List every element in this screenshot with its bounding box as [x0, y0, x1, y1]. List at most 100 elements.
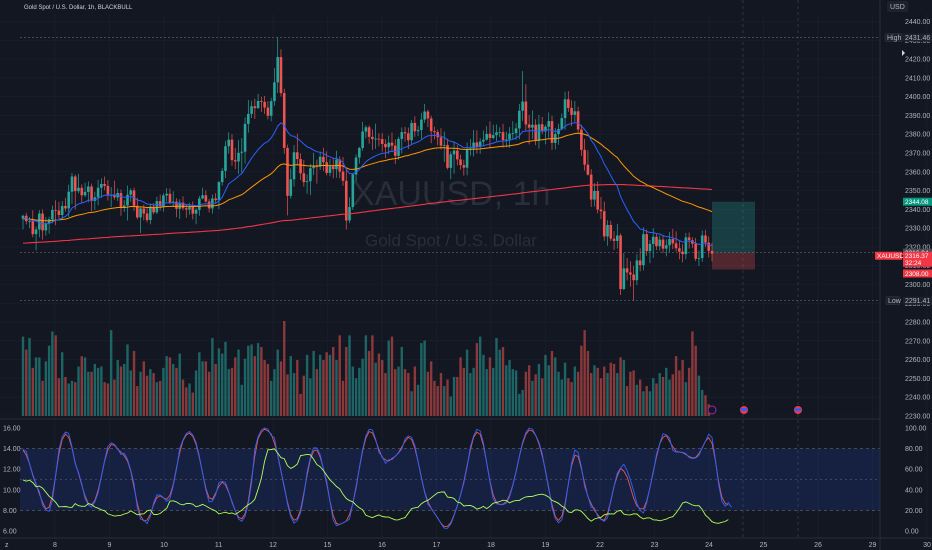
volume-bar: [60, 352, 64, 416]
candle: [612, 238, 616, 241]
candle: [380, 139, 384, 144]
volume-bar: [475, 343, 479, 416]
osc-left-tick: 10.00: [3, 487, 21, 494]
volume-bar: [34, 357, 38, 416]
candle: [73, 176, 77, 192]
volume-bar: [178, 353, 181, 416]
volume-bar: [449, 396, 452, 416]
candle: [442, 144, 446, 146]
volume-bar: [511, 369, 515, 416]
volume-bar: [191, 392, 195, 416]
volume-bar: [367, 350, 371, 416]
candle: [83, 191, 87, 196]
osc-right-tick: 0.00: [905, 529, 919, 536]
volume-bar: [28, 337, 31, 416]
volume-bar: [348, 335, 351, 416]
volume-bar: [465, 349, 469, 416]
volume-bar: [704, 395, 707, 416]
candle: [250, 106, 253, 114]
candle: [269, 101, 273, 116]
volume-bar: [638, 379, 642, 416]
volume-bar: [521, 389, 524, 416]
candle: [416, 130, 420, 132]
volume-bar: [534, 374, 537, 416]
volume-bar: [204, 361, 208, 416]
volume-bar: [586, 350, 590, 416]
candle: [194, 209, 198, 214]
candle: [563, 99, 567, 119]
ema-mid-line: [22, 132, 713, 222]
candle: [596, 190, 600, 210]
candle: [309, 168, 312, 182]
candle: [103, 184, 106, 186]
candle: [602, 211, 606, 237]
volume-bar: [452, 376, 456, 416]
candle: [397, 138, 400, 156]
timezone-icon[interactable]: z: [5, 542, 9, 549]
candle: [282, 93, 286, 148]
volume-bar: [423, 340, 426, 416]
volume-bar: [380, 360, 384, 416]
candle: [537, 124, 541, 141]
candle: [390, 142, 394, 146]
volume-bar: [589, 373, 593, 416]
currency-button[interactable]: [887, 1, 908, 12]
price-tick: 2340.00: [905, 207, 930, 214]
candle: [478, 141, 482, 147]
candle: [351, 174, 355, 208]
candle: [44, 223, 48, 231]
svg-text:2344.08: 2344.08: [905, 199, 929, 206]
candle: [155, 201, 159, 213]
candle: [51, 209, 54, 220]
time-axis[interactable]: 8 9 10 11 12 15 16 17 18 19 22 23 24 25 26 29 30: [53, 542, 931, 549]
volume-bar: [283, 321, 286, 416]
candle: [171, 201, 175, 203]
volume-bar: [462, 367, 466, 416]
volume-bar: [155, 382, 159, 416]
volume-bar: [299, 393, 302, 416]
position-loss-zone[interactable]: [712, 252, 755, 270]
candle: [393, 145, 397, 156]
volume-bar: [433, 380, 436, 416]
volume-bar: [488, 357, 492, 416]
volume-bar: [253, 356, 257, 416]
cursor-arrow-icon: [902, 50, 905, 56]
volume-bar: [671, 374, 675, 416]
candle: [289, 179, 293, 196]
volume-bar: [661, 376, 665, 416]
volume-bar: [113, 379, 116, 416]
osc-right-tick: 100.00: [905, 426, 927, 433]
volume-bar: [109, 330, 113, 416]
position-profit-zone[interactable]: [712, 201, 755, 253]
symbol-title[interactable]: Gold Spot / U.S. Dollar, 1h, BLACKBULL: [24, 5, 133, 11]
volume-bar: [47, 345, 51, 416]
dividend-event-icon[interactable]: [707, 405, 717, 415]
candle: [514, 128, 518, 134]
currency-label[interactable]: USD: [890, 4, 905, 11]
candle: [286, 147, 289, 196]
candle: [407, 133, 410, 141]
osc-right-tick: 40.00: [905, 487, 923, 494]
volume-bar: [234, 357, 237, 416]
volume-bar: [247, 345, 250, 416]
volume-bar: [655, 383, 658, 416]
candle: [498, 132, 502, 133]
volume-bar: [397, 366, 400, 416]
candle: [217, 182, 221, 201]
volume-bar: [276, 349, 279, 416]
volume-bar: [514, 370, 518, 416]
volume-bar: [302, 375, 306, 416]
volume-bar: [505, 365, 508, 416]
candle: [655, 236, 658, 247]
volume-bar: [593, 365, 596, 416]
time-tick: 16: [378, 542, 386, 549]
candle: [459, 159, 462, 166]
time-tick: 23: [651, 542, 659, 549]
volume-bar: [400, 347, 403, 416]
volume-bar: [194, 370, 198, 416]
current-price-tag: XAUUSD 2316.37 32:24: [875, 251, 932, 267]
candle: [710, 250, 714, 254]
candle: [684, 237, 688, 255]
volume-bar: [557, 371, 560, 416]
